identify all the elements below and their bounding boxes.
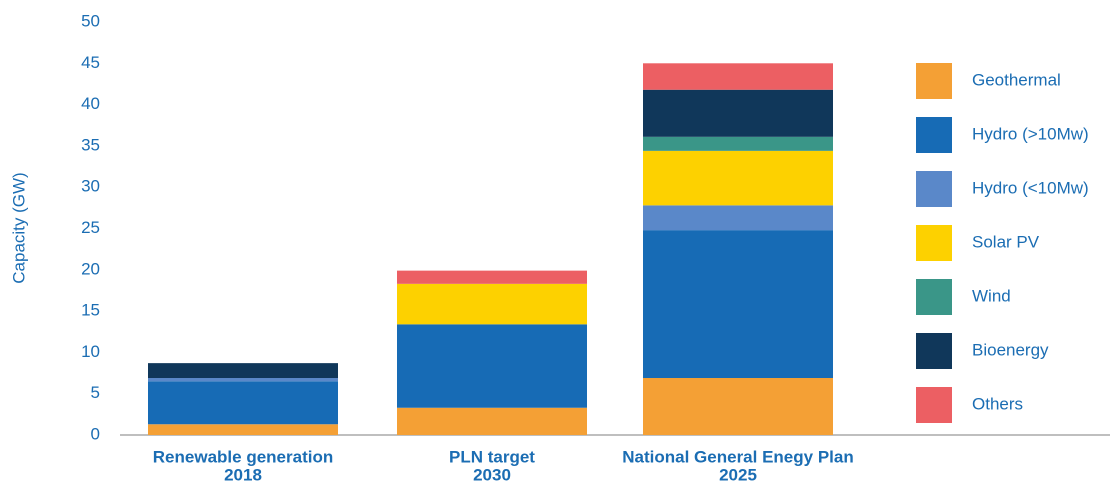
y-tick-label: 40 (81, 94, 100, 113)
legend-label: Geothermal (972, 70, 1061, 89)
y-tick-label: 20 (81, 259, 100, 278)
y-tick-label: 10 (81, 342, 100, 361)
legend-label: Wind (972, 286, 1011, 305)
y-tick-label: 25 (81, 218, 100, 237)
y-tick-label: 5 (91, 383, 100, 402)
bar-segment (643, 150, 833, 206)
x-tick-label: 2018 (224, 465, 262, 484)
bar-segment (397, 407, 587, 435)
bar-segment (397, 324, 587, 408)
y-axis-label: Capacity (GW) (9, 172, 28, 283)
y-tick-label: 15 (81, 301, 100, 320)
legend-swatch (916, 117, 952, 153)
x-tick-label: 2030 (473, 465, 511, 484)
legend-swatch (916, 279, 952, 315)
bar-segment (148, 424, 338, 435)
bar-segment (397, 270, 587, 284)
legend-swatch (916, 387, 952, 423)
bar-segment (148, 363, 338, 379)
legend-label: Bioenergy (972, 340, 1049, 359)
legend-label: Solar PV (972, 232, 1040, 251)
bar-segment (643, 205, 833, 231)
x-tick-label: 2025 (719, 465, 757, 484)
y-tick-label: 30 (81, 177, 100, 196)
bar-segment (643, 230, 833, 379)
bar-segment (148, 381, 338, 425)
legend-label: Hydro (>10Mw) (972, 124, 1089, 143)
y-tick-label: 50 (81, 11, 100, 30)
y-tick-label: 0 (91, 424, 100, 443)
bar-segment (397, 283, 587, 325)
x-tick-label: National General Enegy Plan (622, 447, 853, 466)
y-tick-label: 35 (81, 135, 100, 154)
bar-segment (643, 378, 833, 435)
x-tick-label: PLN target (449, 447, 535, 466)
bar-segment (643, 136, 833, 151)
legend-label: Hydro (<10Mw) (972, 178, 1089, 197)
bar-segment (643, 89, 833, 137)
bar-segment (643, 63, 833, 90)
legend-swatch (916, 225, 952, 261)
legend-swatch (916, 63, 952, 99)
legend-swatch (916, 333, 952, 369)
legend-swatch (916, 171, 952, 207)
bar-segment (148, 378, 338, 382)
x-tick-label: Renewable generation (153, 447, 333, 466)
y-tick-label: 45 (81, 53, 100, 72)
legend-label: Others (972, 394, 1023, 413)
